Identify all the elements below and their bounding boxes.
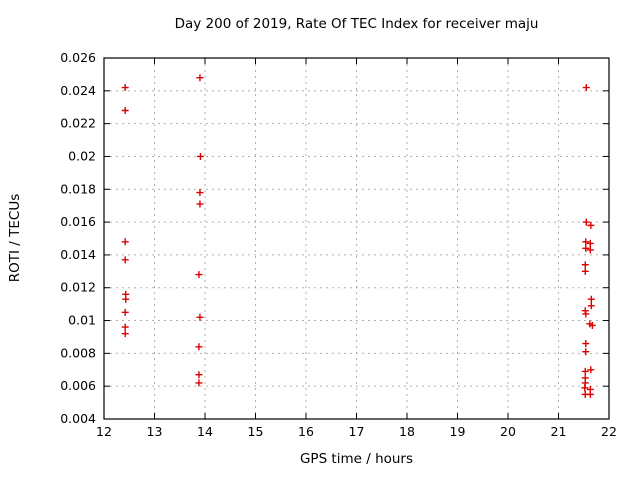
y-tick-label: 0.01	[68, 313, 96, 328]
data-point-marker	[195, 271, 203, 279]
data-point-marker	[582, 238, 590, 246]
data-point-marker	[581, 367, 589, 375]
y-tick-label: 0.008	[60, 345, 96, 360]
x-tick-label: 15	[248, 424, 264, 439]
data-point-marker	[582, 244, 590, 252]
y-tick-label: 0.014	[60, 247, 96, 262]
data-point-marker	[196, 152, 204, 160]
data-point-marker	[581, 267, 589, 275]
data-point-marker	[587, 295, 595, 303]
x-tick-label: 22	[601, 424, 617, 439]
data-point-marker	[195, 343, 203, 351]
x-tick-label: 14	[197, 424, 213, 439]
data-point-marker	[588, 321, 596, 329]
data-point-marker	[587, 302, 595, 310]
data-point-marker	[587, 221, 595, 229]
data-point-marker	[121, 308, 129, 316]
data-point-marker	[582, 218, 590, 226]
x-tick-label: 16	[298, 424, 314, 439]
data-point-marker	[121, 330, 129, 338]
y-tick-label: 0.024	[60, 83, 96, 98]
x-tick-label: 19	[450, 424, 466, 439]
y-tick-label: 0.026	[60, 50, 96, 65]
data-point-marker	[121, 256, 129, 264]
y-tick-label: 0.018	[60, 181, 96, 196]
x-tick-label: 21	[551, 424, 567, 439]
data-point-marker	[196, 200, 204, 208]
data-point-marker	[582, 348, 590, 356]
x-tick-label: 17	[349, 424, 365, 439]
y-tick-label: 0.006	[60, 378, 96, 393]
data-point-marker	[582, 340, 590, 348]
data-point-marker	[196, 313, 204, 321]
data-point-marker	[196, 74, 204, 82]
data-point-marker	[195, 379, 203, 387]
x-tick-label: 12	[96, 424, 112, 439]
data-point-marker	[582, 84, 590, 92]
y-tick-label: 0.022	[60, 116, 96, 131]
y-tick-label: 0.004	[60, 411, 96, 426]
y-tick-label: 0.016	[60, 214, 96, 229]
x-tick-label: 13	[147, 424, 163, 439]
plot-border	[103, 57, 610, 420]
data-point-marker	[122, 295, 130, 303]
data-point-marker	[587, 366, 595, 374]
data-point-marker	[582, 310, 590, 318]
y-tick-label: 0.02	[68, 148, 96, 163]
data-point-marker	[586, 246, 594, 254]
data-point-marker	[121, 323, 129, 331]
data-point-marker	[581, 261, 589, 269]
x-tick-label: 20	[500, 424, 516, 439]
data-point-marker	[121, 107, 129, 115]
x-axis-label: GPS time / hours	[299, 451, 414, 467]
chart-title: Day 200 of 2019, Rate Of TEC Index for r…	[174, 16, 539, 32]
data-point-marker	[196, 189, 204, 197]
data-point-marker	[121, 238, 129, 246]
y-tick-label: 0.012	[60, 280, 96, 295]
data-point-marker	[121, 84, 129, 92]
data-point-marker	[586, 239, 594, 247]
x-tick-label: 18	[399, 424, 415, 439]
data-point-marker	[586, 390, 594, 398]
data-point-marker	[195, 371, 203, 379]
data-point-marker	[581, 384, 589, 392]
